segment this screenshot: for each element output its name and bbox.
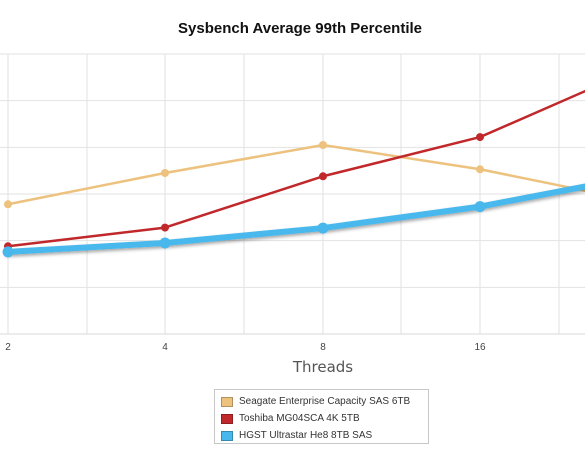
x-tick-label: 4 <box>162 342 168 353</box>
series-line-0 <box>6 143 585 206</box>
x-tick-label: 16 <box>474 342 486 353</box>
legend-item-toshiba[interactable]: Toshiba MG04SCA 4K 5TB <box>221 410 428 427</box>
legend-label-toshiba: Toshiba MG04SCA 4K 5TB <box>239 413 360 424</box>
x-tick-label: 2 <box>5 342 11 353</box>
data-point-2 <box>474 201 486 213</box>
legend-swatch-toshiba <box>221 413 233 424</box>
x-axis-title: Threads <box>292 358 354 376</box>
data-point-0 <box>161 169 169 177</box>
legend-item-seagate[interactable]: Seagate Enterprise Capacity SAS 6TB <box>221 393 428 410</box>
data-point-0 <box>319 141 327 149</box>
chart-title: Sysbench Average 99th Percentile <box>178 20 422 37</box>
legend-swatch-seagate <box>221 396 233 407</box>
data-point-2 <box>2 246 14 258</box>
series-lines <box>2 89 585 258</box>
series-line-2 <box>5 183 585 255</box>
data-point-2 <box>159 237 171 249</box>
data-point-1 <box>161 223 169 232</box>
data-point-1 <box>319 172 327 181</box>
legend-label-seagate: Seagate Enterprise Capacity SAS 6TB <box>239 396 411 407</box>
data-point-2 <box>317 222 329 234</box>
legend-item-hgst[interactable]: HGST Ultrastar He8 8TB SAS <box>221 427 428 444</box>
data-point-0 <box>4 200 12 209</box>
legend: Seagate Enterprise Capacity SAS 6TB Tosh… <box>214 389 429 444</box>
x-tick-label: 8 <box>320 342 326 353</box>
legend-label-hgst: HGST Ultrastar He8 8TB SAS <box>239 430 373 441</box>
legend-swatch-hgst <box>221 430 233 441</box>
data-point-1 <box>476 133 484 142</box>
grid-lines <box>0 53 585 335</box>
series-line-1 <box>6 89 585 248</box>
x-tick-labels: 2 4 8 16 <box>5 342 486 353</box>
data-point-0 <box>476 165 484 174</box>
